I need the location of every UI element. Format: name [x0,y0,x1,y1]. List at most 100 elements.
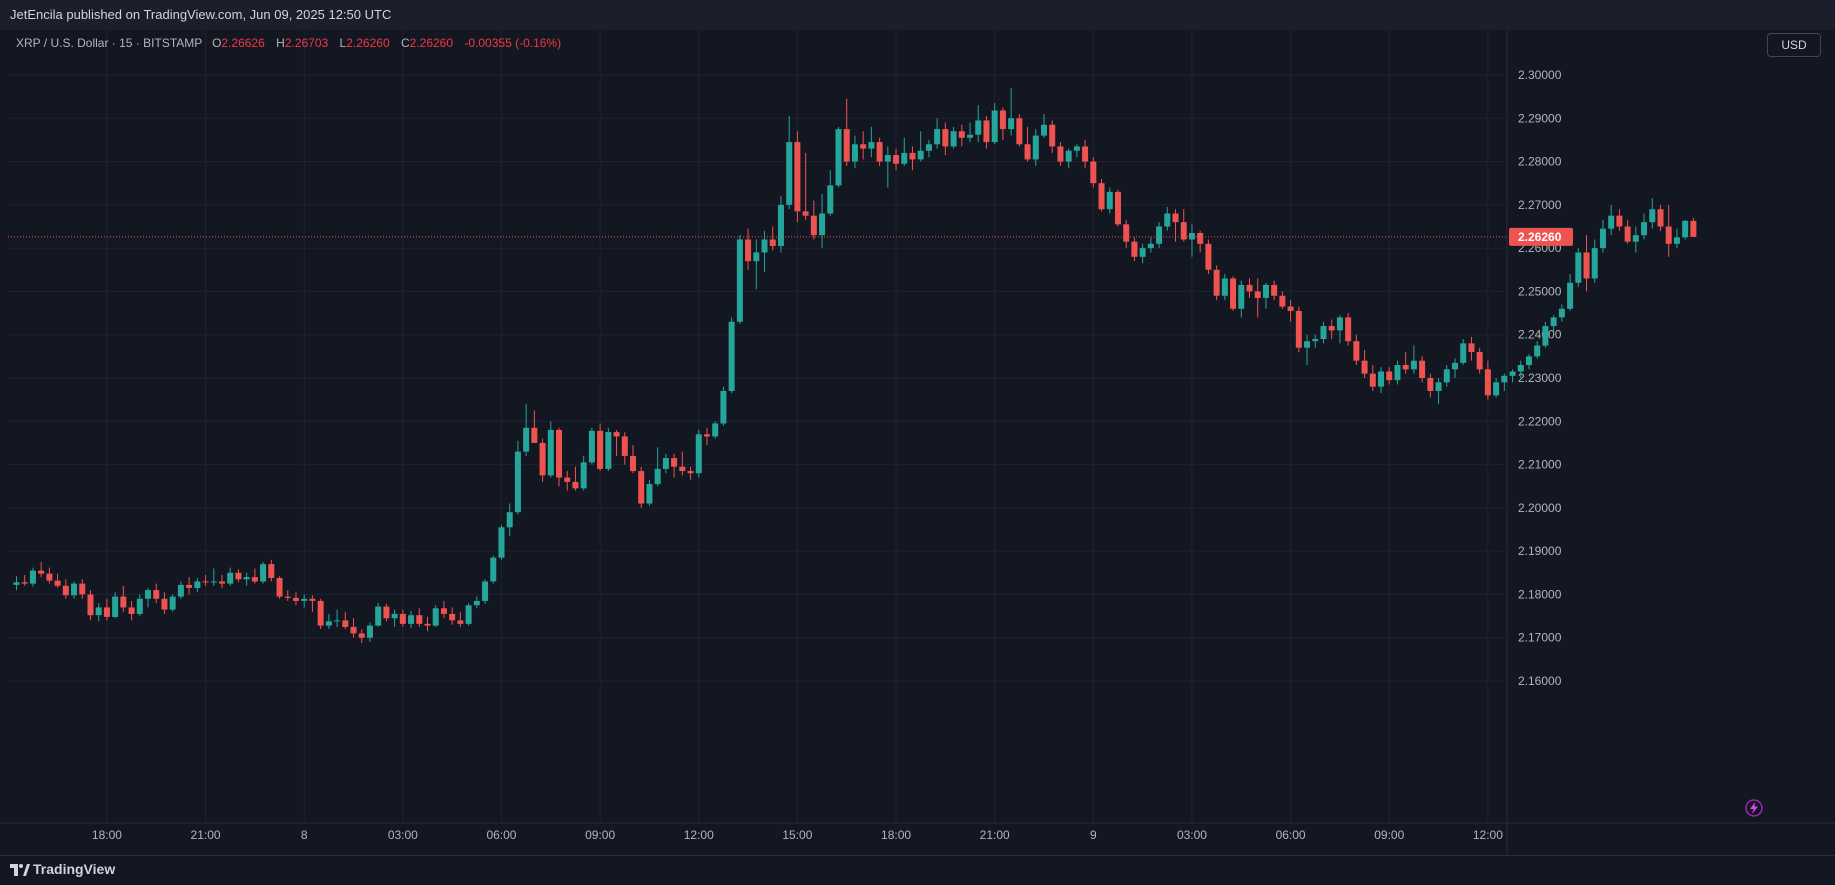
candle-body [802,211,809,216]
candle-body [703,434,710,437]
candle-body [432,608,439,626]
candle-body [1690,220,1697,237]
candle-body [1641,222,1648,236]
candle-body [1632,235,1639,242]
x-tick-label: 03:00 [1177,828,1207,842]
candle-body [1205,243,1212,270]
candle-body [514,451,521,513]
candle-body [654,468,661,485]
candle-body [909,152,916,160]
candle-body [408,615,415,624]
candle-body [1484,369,1491,396]
candle-body [1065,150,1072,162]
low-label: L [339,36,347,50]
candle-body [1147,243,1154,249]
brand-name[interactable]: TradingView [33,861,116,877]
x-tick-label: 15:00 [782,828,812,842]
candle-body [1328,326,1335,331]
candle-body [145,590,152,599]
candle-body [1295,310,1302,348]
candle-body [1320,326,1327,340]
candle-body [1525,356,1532,366]
candle-body [1106,191,1113,210]
candle-body [1131,241,1138,257]
y-tick-label: 2.18000 [1518,587,1562,601]
candle-body [1591,248,1598,279]
candle-body [1369,373,1376,387]
high-value: 2.26703 [284,36,329,50]
candle-body [1501,375,1508,383]
candle-body [1550,317,1557,327]
candle-body [630,455,636,472]
candle-body [465,605,472,624]
candle-body [1476,352,1483,370]
candle-body [399,613,406,624]
candle-body [1624,226,1631,242]
candle-body [506,512,513,528]
candle-body [194,581,201,588]
candle-body [153,590,160,599]
candle-body [1213,269,1220,296]
close-label: C [400,36,410,50]
candle-body [1616,215,1623,227]
y-tick-label: 2.25000 [1518,284,1562,298]
candle-body [1032,135,1039,160]
candle-body [473,600,480,606]
symbol-label[interactable]: XRP / U.S. Dollar · 15 · BITSTAMP [16,36,203,50]
candle-body [219,581,225,584]
currency-button[interactable]: USD [1767,33,1821,57]
candle-body [235,572,242,580]
candle-body [827,185,834,214]
low-value: 2.26260 [346,36,390,50]
candle-body [753,252,760,262]
candle-body [1542,326,1549,346]
candle-body [572,481,579,489]
candle-body [87,594,94,616]
candle-body [1114,191,1121,225]
candle-body [1230,278,1237,309]
x-tick-label: 03:00 [388,828,418,842]
candle-body [523,427,530,452]
candle-body [1493,382,1500,396]
candle-body [136,598,143,614]
candle-body [1452,362,1458,370]
candle-body [901,152,908,164]
candle-body [1271,284,1278,296]
candle-body [843,129,850,162]
candle-body [1057,146,1064,162]
candle-body [309,598,316,601]
y-tick-label: 2.27000 [1518,198,1562,212]
candle-body [1558,308,1565,318]
candle-body [1682,220,1689,238]
candle-body [1312,339,1319,342]
x-tick-label: 8 [301,828,308,842]
high-label: H [276,36,285,50]
y-tick-label: 2.17000 [1518,631,1562,645]
candle-body [325,621,332,626]
tradingview-logo-icon[interactable] [10,863,30,877]
candle-body [1139,248,1146,257]
candle-body [1673,237,1680,244]
candle-body [482,581,489,601]
candle-body [621,436,628,456]
candle-body [1665,226,1672,244]
candle-body [835,129,842,186]
candle-body [1336,317,1343,331]
x-tick-label: 06:00 [486,828,516,842]
x-tick-label: 9 [1090,828,1097,842]
lightning-bolt-icon[interactable] [1744,798,1764,818]
candle-body [893,155,900,164]
y-tick-label: 2.23000 [1518,371,1562,385]
candle-body [383,606,390,619]
candle-body [1008,118,1015,130]
candle-body [967,134,974,138]
candle-body [29,570,36,584]
candle-body [942,129,949,147]
candle-body [687,471,694,474]
candle-body [46,573,53,581]
candle-body [54,580,61,586]
candle-body [1575,252,1582,283]
y-tick-label: 2.24000 [1518,328,1562,342]
